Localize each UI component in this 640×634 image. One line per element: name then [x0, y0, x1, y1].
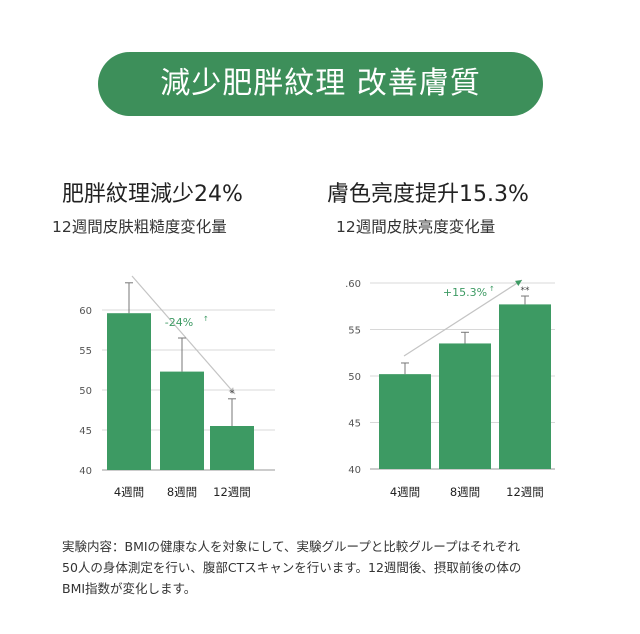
experiment-footnote: 実験内容：BMIの健康な人を対象にして、実験グループと比較グループはそれぞれ 5… — [62, 536, 602, 599]
y-tick-label: 55 — [348, 326, 361, 337]
change-annotation-arrow: ↑ — [489, 285, 495, 293]
trend-arrow-head — [228, 387, 235, 394]
x-category-label: 4週間 — [114, 485, 144, 499]
footnote-line: BMI指数が変化します。 — [62, 581, 197, 596]
change-annotation-arrow: ↑ — [203, 315, 209, 323]
bar — [379, 374, 431, 469]
y-tick-label: 40 — [79, 466, 92, 477]
left-headline: 肥胖紋理減少24% — [62, 182, 243, 207]
banner-title: 減少肥胖紋理 改善膚質 — [160, 66, 481, 101]
bar — [499, 304, 551, 469]
change-annotation: +15.3% — [443, 286, 487, 299]
y-tick-label: 40 — [348, 465, 361, 476]
bar — [107, 313, 151, 470]
left-subline: 12週間皮肤粗糙度変化量 — [52, 218, 227, 236]
bar — [439, 343, 491, 469]
x-category-label: 8週間 — [450, 485, 480, 499]
bar — [210, 426, 254, 470]
x-category-label: 12週間 — [506, 485, 544, 499]
significance-mark: * — [230, 389, 235, 399]
footnote-line: 実験内容：BMIの健康な人を対象にして、実験グループと比較グループはそれぞれ — [62, 539, 521, 554]
title-banner: 減少肥胖紋理 改善膚質 — [98, 52, 543, 116]
y-tick-label: 45 — [348, 419, 361, 430]
trend-arrow-line — [131, 275, 236, 395]
trend-arrow-head — [515, 280, 522, 286]
y-tick-label: .60 — [345, 279, 361, 290]
footnote-line: 50人の身体測定を行い、腹部CTスキャンを行います。12週間後、摂取前後の体の — [62, 560, 522, 575]
x-category-label: 8週間 — [167, 485, 197, 499]
y-tick-label: 50 — [79, 386, 92, 397]
x-category-label: 12週間 — [213, 485, 251, 499]
roughness-chart-svg: 40 45 50 55 60 -24% ↑ 4週間 8週間 * 12週間 — [79, 275, 275, 499]
x-category-label: 4週間 — [390, 485, 420, 499]
y-tick-label: 60 — [79, 306, 92, 317]
significance-mark: ** — [521, 286, 531, 296]
brightness-chart: 40 45 50 55 .60 +15.3% ↑ 4週間 8週間 ** 12週間 — [330, 262, 570, 508]
right-headline: 膚色亮度提升15.3% — [327, 182, 529, 207]
change-annotation: -24% — [165, 316, 193, 329]
y-tick-label: 55 — [79, 346, 92, 357]
trend-arrow-line — [403, 279, 523, 357]
right-subline: 12週間皮肤亮度変化量 — [336, 218, 496, 236]
brightness-chart-svg: 40 45 50 55 .60 +15.3% ↑ 4週間 8週間 ** 12週間 — [345, 279, 555, 499]
roughness-chart: 40 45 50 55 60 -24% ↑ 4週間 8週間 * 12週間 — [70, 268, 290, 508]
y-tick-label: 45 — [79, 426, 92, 437]
bar — [160, 371, 204, 470]
y-tick-label: 50 — [348, 372, 361, 383]
